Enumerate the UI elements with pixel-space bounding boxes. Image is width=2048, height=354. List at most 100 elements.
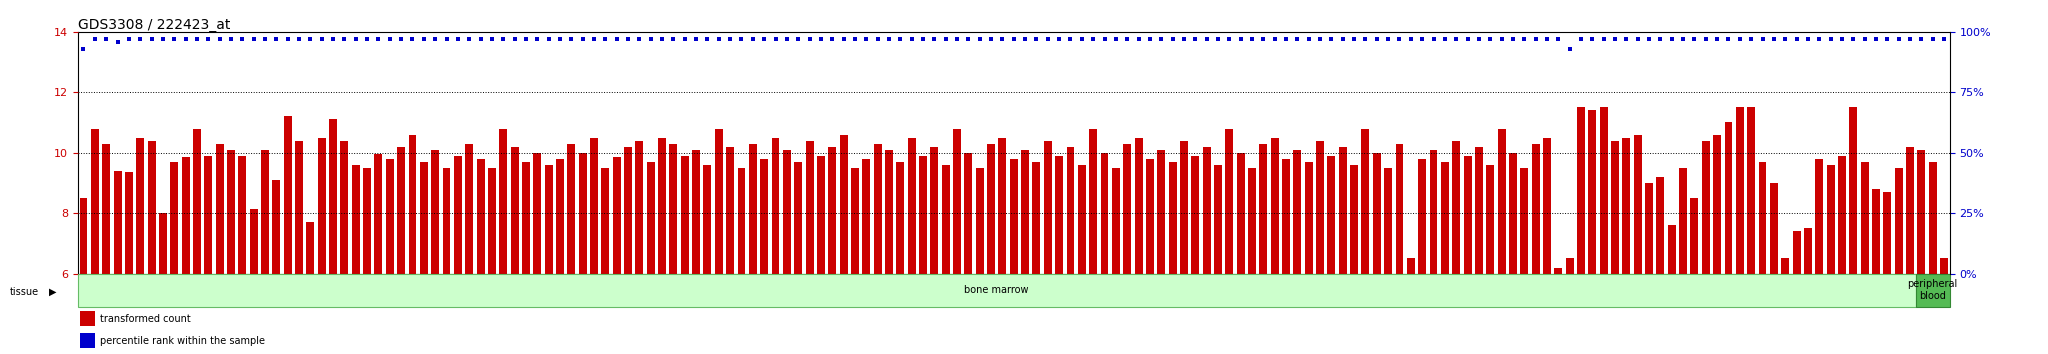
Bar: [1702, 141, 1710, 274]
Point: [590, 36, 623, 42]
Text: GDS3308 / 222423_at: GDS3308 / 222423_at: [78, 18, 229, 32]
Bar: [1464, 156, 1473, 274]
Point: [1042, 36, 1075, 42]
Point: [295, 36, 328, 42]
Point: [113, 36, 145, 42]
Point: [850, 36, 883, 42]
Bar: [1815, 159, 1823, 274]
Bar: [1565, 258, 1573, 274]
Point: [555, 36, 588, 42]
Point: [1110, 36, 1143, 42]
Point: [170, 36, 203, 42]
Bar: [930, 147, 938, 274]
Bar: [1907, 147, 1915, 274]
Point: [827, 36, 860, 42]
Bar: [272, 180, 281, 274]
Bar: [1872, 189, 1880, 274]
Bar: [1294, 150, 1300, 274]
Point: [193, 36, 225, 42]
Bar: [647, 162, 655, 274]
Point: [465, 36, 498, 42]
Point: [283, 36, 315, 42]
Bar: [500, 129, 508, 274]
Point: [997, 36, 1030, 42]
Text: percentile rank within the sample: percentile rank within the sample: [100, 336, 266, 346]
Bar: [340, 141, 348, 274]
Point: [715, 36, 748, 42]
Point: [203, 36, 236, 42]
Bar: [827, 147, 836, 274]
Bar: [737, 168, 745, 274]
Point: [1180, 36, 1212, 42]
Point: [1792, 36, 1825, 42]
Bar: [1147, 159, 1153, 274]
Bar: [285, 116, 291, 274]
Bar: [795, 162, 803, 274]
Text: bone marrow: bone marrow: [965, 285, 1028, 295]
Point: [1655, 36, 1688, 42]
Bar: [307, 222, 313, 274]
Bar: [1180, 141, 1188, 274]
Bar: [760, 159, 768, 274]
Point: [702, 36, 735, 42]
Point: [1100, 36, 1133, 42]
Point: [885, 36, 918, 42]
Point: [623, 36, 655, 42]
Bar: [465, 144, 473, 274]
Bar: [510, 147, 518, 274]
Bar: [702, 165, 711, 274]
Bar: [907, 138, 915, 274]
Bar: [965, 153, 973, 274]
Point: [1145, 36, 1178, 42]
Point: [1520, 36, 1552, 42]
Bar: [1317, 141, 1325, 274]
Point: [373, 36, 406, 42]
Point: [1622, 36, 1655, 42]
Bar: [817, 156, 825, 274]
Bar: [432, 150, 438, 274]
Point: [1917, 36, 1950, 42]
Bar: [1247, 168, 1255, 274]
Point: [1010, 36, 1042, 42]
Point: [668, 36, 700, 42]
Bar: [1350, 165, 1358, 274]
Bar: [102, 144, 111, 274]
Point: [567, 36, 600, 42]
Point: [1497, 36, 1530, 42]
Bar: [772, 138, 780, 274]
Bar: [657, 138, 666, 274]
Point: [1872, 36, 1905, 42]
Point: [770, 36, 803, 42]
Point: [1315, 36, 1348, 42]
Bar: [1737, 107, 1743, 274]
Bar: [397, 147, 406, 274]
Bar: [874, 144, 881, 274]
Point: [1405, 36, 1438, 42]
Point: [1927, 36, 1960, 42]
Bar: [522, 162, 530, 274]
Bar: [238, 156, 246, 274]
Point: [1757, 36, 1790, 42]
Point: [1280, 36, 1313, 42]
Bar: [317, 138, 326, 274]
Bar: [1407, 258, 1415, 274]
Bar: [1270, 138, 1278, 274]
Point: [963, 36, 995, 42]
Point: [1427, 36, 1460, 42]
Bar: [567, 144, 575, 274]
Point: [1815, 36, 1847, 42]
Point: [1382, 36, 1415, 42]
Bar: [580, 153, 586, 274]
Bar: [1202, 147, 1210, 274]
Bar: [385, 159, 393, 274]
Point: [1350, 36, 1382, 42]
Point: [760, 36, 793, 42]
Bar: [295, 141, 303, 274]
Bar: [975, 168, 983, 274]
Point: [1077, 36, 1110, 42]
Point: [68, 46, 100, 52]
Bar: [897, 162, 905, 274]
Point: [1542, 36, 1575, 42]
Bar: [1917, 150, 1925, 274]
Bar: [840, 135, 848, 274]
